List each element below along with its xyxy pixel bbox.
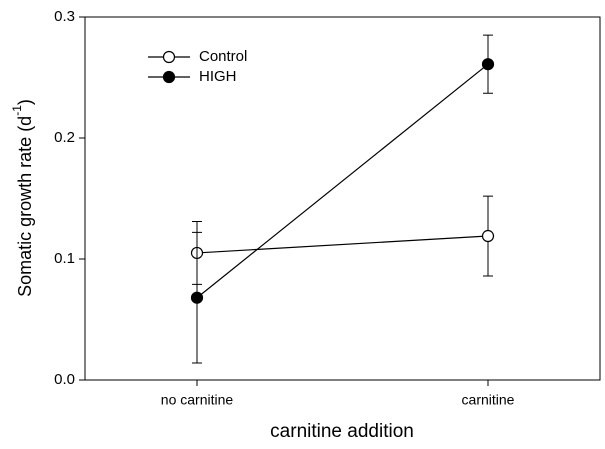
x-tick-label: carnitine: [462, 392, 515, 408]
data-point: [481, 58, 495, 71]
data-point: [190, 291, 204, 304]
plot-frame: [84, 16, 601, 381]
y-tick-label: 0.3: [54, 8, 75, 25]
series-line: [196, 235, 489, 254]
y-label-text: Somatic growth rate (d: [15, 116, 35, 297]
legend-label: HIGH: [199, 68, 237, 85]
y-label-sup: -1: [10, 105, 24, 116]
y-label-end: ): [15, 99, 35, 105]
legend-marker: [162, 50, 176, 64]
legend-label: Control: [199, 48, 247, 65]
data-point: [481, 229, 495, 243]
y-tick-label: 0.0: [54, 371, 75, 388]
series-line: [196, 63, 489, 299]
legend-marker: [162, 70, 176, 84]
y-axis-label: Somatic growth rate (d-1): [10, 99, 35, 297]
x-axis-label: carnitine addition: [270, 421, 414, 442]
y-tick-label: 0.2: [54, 129, 75, 146]
x-tick-label: no carnitine: [161, 392, 234, 408]
y-tick-label: 0.1: [54, 250, 75, 267]
